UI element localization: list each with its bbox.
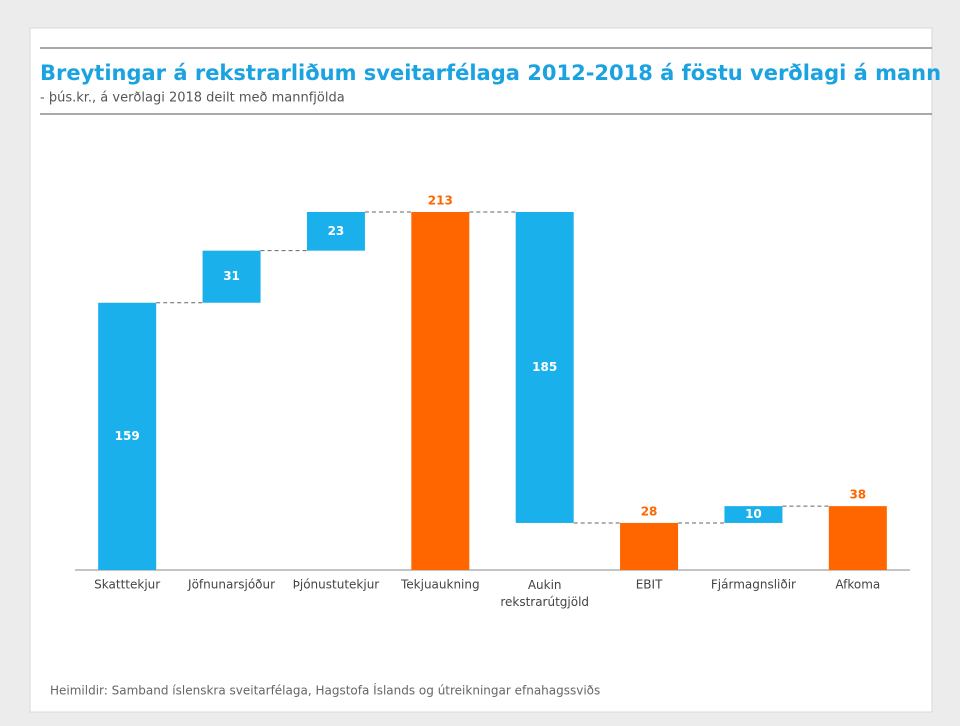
x-tick-label: Þjónustutekjur — [293, 578, 380, 592]
value-label: 10 — [745, 507, 762, 521]
bar — [411, 212, 470, 570]
value-label: 28 — [641, 504, 658, 518]
x-tick-label: Afkoma — [835, 578, 880, 592]
x-tick-label-line: rekstrarútgjöld — [500, 595, 589, 609]
x-tick-label: Jöfnunarsjóður — [187, 578, 275, 592]
bar — [724, 506, 783, 523]
x-tick-label: Skatttekjur — [94, 578, 160, 592]
bar — [515, 212, 574, 523]
x-tick-label: EBIT — [636, 578, 663, 592]
x-tick-label: Fjármagnsliðir — [711, 578, 796, 592]
value-label: 23 — [328, 224, 345, 238]
panel — [29, 27, 933, 713]
source-note: Heimildir: Samband íslenskra sveitarféla… — [50, 683, 600, 698]
bar — [98, 302, 157, 570]
x-tick-label: Tekjuaukning — [400, 578, 480, 592]
chart-title: Breytingar á rekstrarliðum sveitarfélaga… — [40, 61, 941, 85]
bar — [202, 250, 261, 303]
x-tick-label: Aukin rekstrarútgjöld — [500, 578, 589, 609]
value-label: 38 — [849, 488, 866, 502]
value-label: 185 — [532, 360, 557, 374]
value-label: 31 — [223, 269, 240, 283]
value-label: 159 — [115, 429, 140, 443]
bar — [828, 506, 887, 570]
bar — [306, 212, 365, 251]
bar — [620, 522, 679, 570]
chart-subtitle: - þús.kr., á verðlagi 2018 deilt með man… — [40, 91, 345, 106]
x-tick-label-line: Aukin — [528, 578, 562, 592]
value-label: 213 — [428, 194, 453, 208]
